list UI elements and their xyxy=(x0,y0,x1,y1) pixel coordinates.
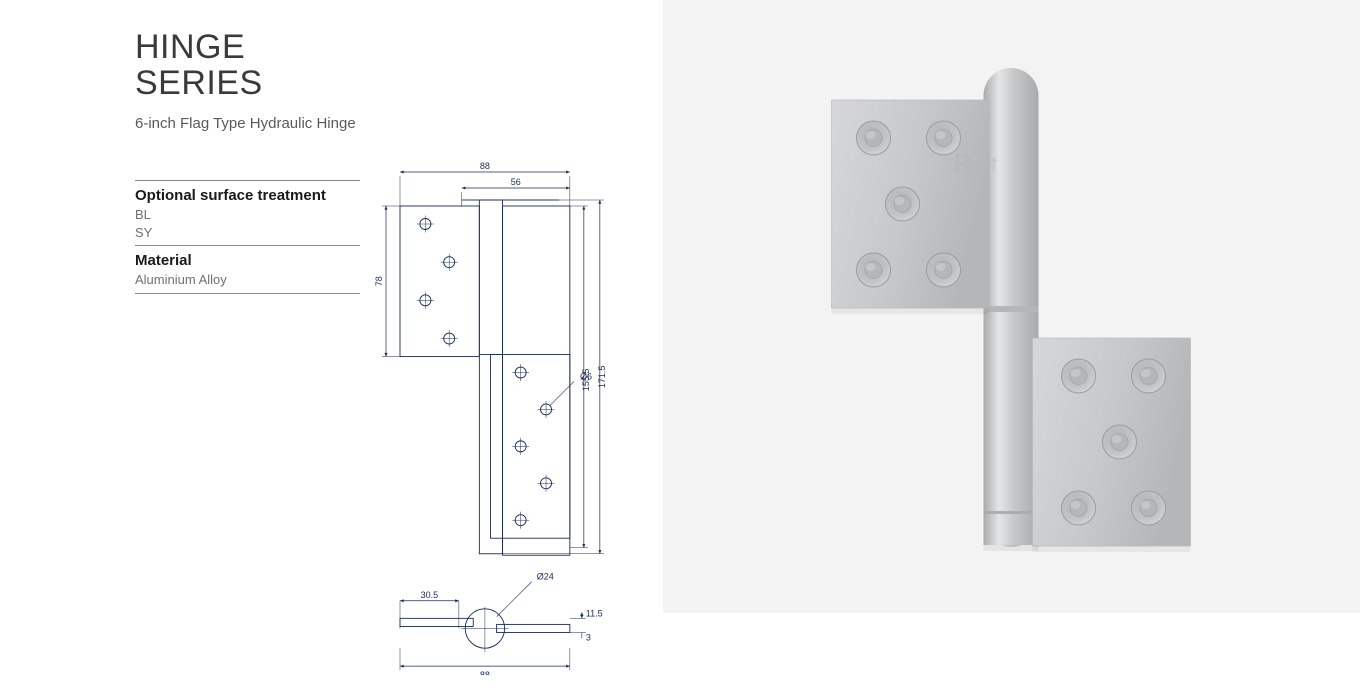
svg-text:56: 56 xyxy=(511,177,521,187)
product-subtitle: 6-inch Flag Type Hydraulic Hinge xyxy=(135,115,660,132)
spec-value-surface-0: BL xyxy=(135,206,360,224)
spec-value-material: Aluminium Alloy xyxy=(135,271,360,289)
svg-text:171.5: 171.5 xyxy=(597,366,607,389)
svg-text:88: 88 xyxy=(480,161,490,171)
spec-heading-surface: Optional surface treatment xyxy=(135,187,360,204)
technical-drawing: 885678155.5171.5Ø6Ø2430.511.5388 xyxy=(370,155,640,675)
svg-text:R ↑: R ↑ xyxy=(954,148,1005,178)
svg-text:88: 88 xyxy=(480,670,490,675)
svg-text:Ø24: Ø24 xyxy=(537,572,554,582)
spec-row-surface: Optional surface treatment BL SY xyxy=(135,180,360,245)
svg-text:30.5: 30.5 xyxy=(421,590,439,600)
svg-text:3: 3 xyxy=(586,633,591,643)
svg-text:Ø6: Ø6 xyxy=(580,371,592,381)
page-title-line2: SERIES xyxy=(135,66,660,102)
spec-value-surface-1: SY xyxy=(135,224,360,242)
svg-text:11.5: 11.5 xyxy=(586,608,603,618)
product-photo: R ↑ xyxy=(663,0,1360,613)
spec-table: Optional surface treatment BL SY Materia… xyxy=(135,180,360,294)
spec-heading-material: Material xyxy=(135,252,360,269)
spec-row-material: Material Aluminium Alloy xyxy=(135,245,360,294)
svg-text:78: 78 xyxy=(374,276,384,286)
page-title-line1: HINGE xyxy=(135,30,660,66)
